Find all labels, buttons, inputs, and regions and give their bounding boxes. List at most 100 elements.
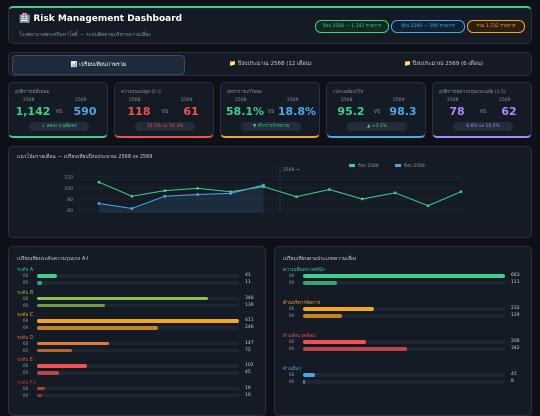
group-label: ด้านบริหารจัดการ [283,301,321,306]
bar-value: 45 [245,370,251,375]
point [163,189,167,192]
bar [37,326,158,330]
panel-title: เปรียบเทียบระดับความรุนแรง A-I [17,256,89,262]
kpi-year: 2568 [23,98,35,103]
group-label: ระดับ E [17,358,33,363]
point [393,191,397,195]
point [97,180,101,184]
bar-value: 147 [245,340,254,346]
kpi-value-2568: 1,142 [15,105,51,118]
kpi-title: อัตราการแก้ไขผล [227,90,262,95]
bar-value: 11 [245,280,251,285]
bar-value: 102 [245,363,254,368]
y-tick-label: 80 [67,197,73,203]
title: 🏥 Risk Management Dashboard [19,14,183,24]
kpi-card: อุบัติการณ์ทั้งหมด 2568 2569 1,142 VS 590 ↓ ลด… [8,82,108,138]
bar [37,274,58,278]
bar-panel: เปรียบเทียบตามประเภทความเสี่ยงความเสี่ยง… [274,246,532,416]
group-label: ด้านสิ่งแวดล้อม [283,334,316,339]
kpi-title: อุบัติการณ์ทั้งหมด [15,90,50,95]
kpi-year: 2569 [393,98,405,103]
bar-track [303,307,505,311]
kpi-badge: ▲ +3.1% [347,122,407,131]
kpi-year: 2569 [75,98,87,103]
row-label: 69 [23,302,29,308]
kpi-value-2569: 61 [183,105,199,118]
kpi-vs: VS [373,109,381,115]
point [97,202,101,205]
tab[interactable]: 📊 เปรียบเทียบภาพรวม [12,55,185,75]
bar-value: 41 [511,372,517,377]
kpi-year: 2568 [341,98,353,103]
bar-value: 41 [245,273,251,278]
kpi-year: 2568 [235,98,247,103]
legend-swatch [395,164,401,167]
row-label: 68 [23,295,29,301]
point [196,186,200,190]
group-label: ความเสี่ยงทางคลินิก [283,268,326,273]
bar-value: 246 [245,325,254,330]
point [327,188,331,191]
bar [37,364,88,368]
group-label: ระดับ F-I [17,380,36,386]
kpi-value-2569: 98.3 [389,105,417,118]
point [459,190,463,194]
bar-value: 139 [245,302,254,308]
point [196,193,200,196]
tab[interactable]: 📁 ปีงบประมาณ 2569 (6 เดือน) [403,61,484,67]
point [262,183,265,187]
year-badge: ปีงบ 2568 — 1,142 รายการ [315,20,389,33]
bar-track [37,393,239,397]
line [98,184,264,210]
row-label: 68 [289,372,295,377]
row-label: 68 [289,339,295,344]
bar [37,371,60,375]
bar [37,303,106,307]
bar [303,380,306,384]
bar-value: 129 [511,313,520,318]
row-label: 69 [289,346,295,351]
group-label: ระดับ C [17,313,34,318]
kpi-card: อุบัติการณ์ความรุนแรงเฉลี่ย (1-5) 2568 256… [432,82,532,138]
bar-track [303,281,505,285]
bar-value: 10 [245,392,251,398]
kpi-year: 2569 [499,98,511,103]
row-label: 69 [289,313,295,318]
kpi-card: อัตราการแก้ไขผล 2568 2569 58.1% VS 18.8% ▼ ต่ำ… [220,82,320,138]
point [426,204,430,208]
bar [37,341,110,345]
bar-value: 342 [511,346,520,351]
kpi-badge: ↓ ลดลง (เฉลี่ย/ด) [29,122,89,131]
bar-track [303,380,505,384]
bar-track [303,340,505,344]
legend-label: ปีงบ 2568 [357,163,379,169]
kpi-card: เวลาเฉลี่ยแก้ไข 2568 2569 95.2 VS 98.3 ▲ +3.1% [326,82,426,138]
bar-value: 72 [245,347,251,353]
kpi-year: 2568 [447,98,459,103]
tab[interactable]: 📁 ปีงบประมาณ 2568 (12 เดือน) [229,61,312,67]
bar-track [303,314,505,318]
row-label: 69 [23,280,29,285]
kpi-year: 2568 [129,98,141,103]
bar-value: 8 [511,379,514,384]
row-label: 68 [23,318,29,323]
kpi-value-2568: 78 [449,105,465,118]
kpi-value-2568: 95.2 [337,105,365,118]
bar-track [37,303,239,307]
row-label: 68 [23,385,29,391]
row-label: 68 [289,306,295,311]
chart-title: แนวโน้มรายเดือน — เปรียบเทียบปีงบประมาณ … [17,153,152,160]
year-badge: ปีงบ 2569 — 590 รายการ [391,20,465,33]
kpi-vs: VS [55,109,63,115]
kpi-title: เวลาเฉลี่ยแก้ไข [333,90,364,95]
panel-title: เปรียบเทียบตามประเภทความเสี่ยง [283,256,357,262]
bar-track [37,281,239,285]
bar-value: 348 [245,295,254,301]
bar [303,307,374,311]
legend-label: ปีงบ 2569 [403,163,425,169]
row-label: 69 [23,325,29,330]
bar [37,348,73,352]
bar [303,347,408,351]
header: 🏥 Risk Management Dashboard โรงพยาบาลพระศ… [8,6,532,44]
row-label: 69 [23,347,29,353]
